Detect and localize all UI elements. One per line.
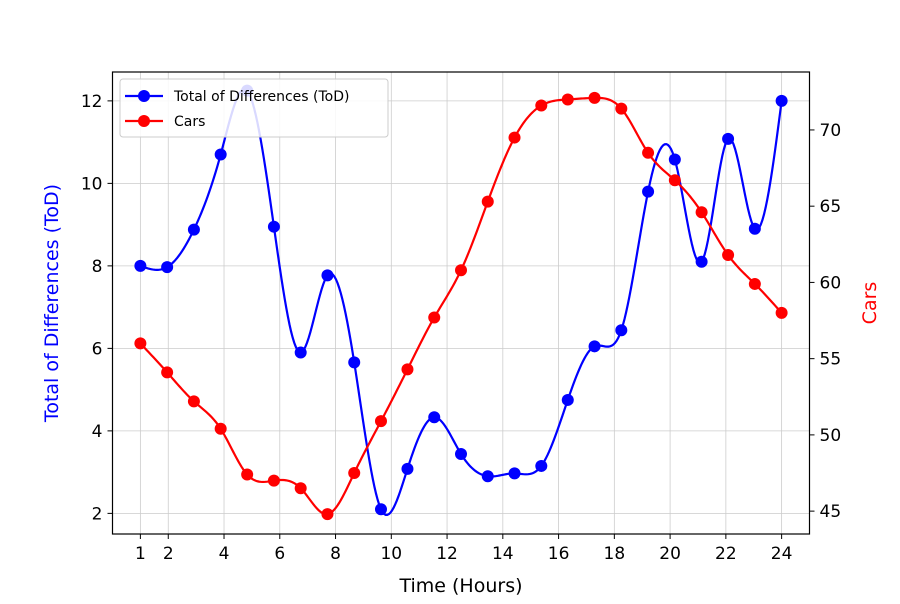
series-point-1 (401, 363, 414, 376)
series-point-0 (401, 462, 414, 475)
series-point-0 (348, 356, 361, 369)
legend-label: Total of Differences (ToD) (173, 89, 349, 105)
x-tick-label: 18 (604, 544, 626, 564)
x-tick-label: 4 (219, 544, 230, 564)
series-point-1 (668, 174, 681, 187)
x-tick-label: 10 (380, 544, 402, 564)
series-point-0 (267, 220, 280, 233)
series-point-0 (321, 269, 334, 282)
y-left-tick-label: 6 (92, 339, 103, 359)
x-tick-label: 6 (274, 544, 285, 564)
legend-label: Cars (174, 114, 205, 130)
series-point-0 (428, 411, 441, 424)
series-point-1 (455, 264, 467, 277)
x-tick-label: 24 (771, 544, 793, 564)
legend-box (119, 78, 389, 138)
y-left-tick-label: 2 (92, 504, 103, 524)
series-point-1 (695, 206, 708, 219)
series-point-0 (695, 255, 708, 268)
y-right-axis-label: Cars (859, 282, 881, 325)
y-left-tick-label: 10 (81, 174, 103, 194)
y-right-tick-label: 65 (820, 197, 842, 217)
series-point-0 (722, 132, 735, 145)
series-point-0 (481, 470, 494, 483)
x-tick-label: 12 (436, 544, 458, 564)
series-point-1 (642, 146, 655, 159)
y-left-tick-label: 8 (92, 257, 103, 277)
series-point-1 (588, 91, 601, 104)
y-left-axis-label: Total of Differences (ToD) (41, 184, 63, 423)
y-right-tick-label: 55 (820, 350, 842, 370)
series-layer (134, 84, 788, 521)
y-right-axis: 45 50 55 60 65 70 (809, 121, 842, 522)
series-point-0 (294, 346, 307, 359)
legend-swatch-marker (138, 115, 150, 127)
series-point-1 (241, 468, 254, 481)
x-tick-label: 8 (330, 544, 341, 564)
series-point-0 (455, 447, 467, 460)
series-point-0 (508, 467, 521, 480)
legend: Total of Differences (ToD) Cars (119, 78, 389, 138)
x-tick-label: 2 (163, 544, 174, 564)
x-tick-label: 16 (548, 544, 570, 564)
series-point-0 (161, 261, 174, 274)
series-point-1 (374, 415, 387, 428)
y-right-tick-label: 60 (820, 273, 842, 293)
series-point-0 (668, 153, 681, 166)
series-point-1 (481, 195, 494, 208)
series-point-0 (588, 340, 601, 353)
series-point-1 (267, 474, 280, 487)
series-point-1 (561, 93, 574, 106)
series-point-1 (428, 311, 441, 324)
y-left-tick-label: 12 (81, 92, 103, 112)
series-point-0 (561, 393, 574, 406)
series-point-0 (214, 148, 227, 161)
series-point-1 (508, 131, 521, 144)
legend-swatch-marker (138, 90, 150, 102)
series-point-1 (748, 277, 761, 290)
series-point-1 (187, 395, 200, 408)
series-point-1 (535, 99, 548, 112)
series-point-0 (187, 223, 200, 236)
series-point-0 (615, 324, 628, 337)
y-right-tick-label: 45 (820, 502, 842, 522)
y-left-axis: 2 4 6 8 10 12 (81, 92, 113, 524)
x-tick-label: 22 (715, 544, 737, 564)
plot-frame (111, 71, 811, 535)
series-point-1 (722, 248, 735, 261)
series-point-0 (642, 185, 655, 198)
series-point-0 (535, 459, 548, 472)
x-tick-label: 20 (659, 544, 681, 564)
y-left-tick-label: 4 (92, 422, 103, 442)
series-point-1 (214, 422, 227, 435)
series-point-0 (134, 259, 147, 272)
y-right-tick-label: 50 (820, 426, 842, 446)
x-axis-label: Time (Hours) (398, 575, 522, 597)
series-point-1 (321, 508, 334, 521)
x-tick-label: 1 (135, 544, 146, 564)
x-tick-label: 14 (492, 544, 514, 564)
series-point-1 (134, 337, 147, 350)
series-point-1 (775, 306, 788, 319)
series-point-0 (775, 94, 788, 107)
grid-layer (112, 72, 810, 534)
series-point-0 (374, 503, 387, 516)
series-point-0 (748, 222, 761, 235)
series-point-1 (161, 366, 174, 379)
series-point-1 (615, 102, 628, 115)
y-right-tick-label: 70 (820, 121, 842, 141)
series-point-1 (348, 467, 361, 480)
series-point-1 (294, 482, 307, 495)
x-axis: 1 2 4 6 8 10 12 14 16 18 20 22 24 (135, 534, 792, 564)
